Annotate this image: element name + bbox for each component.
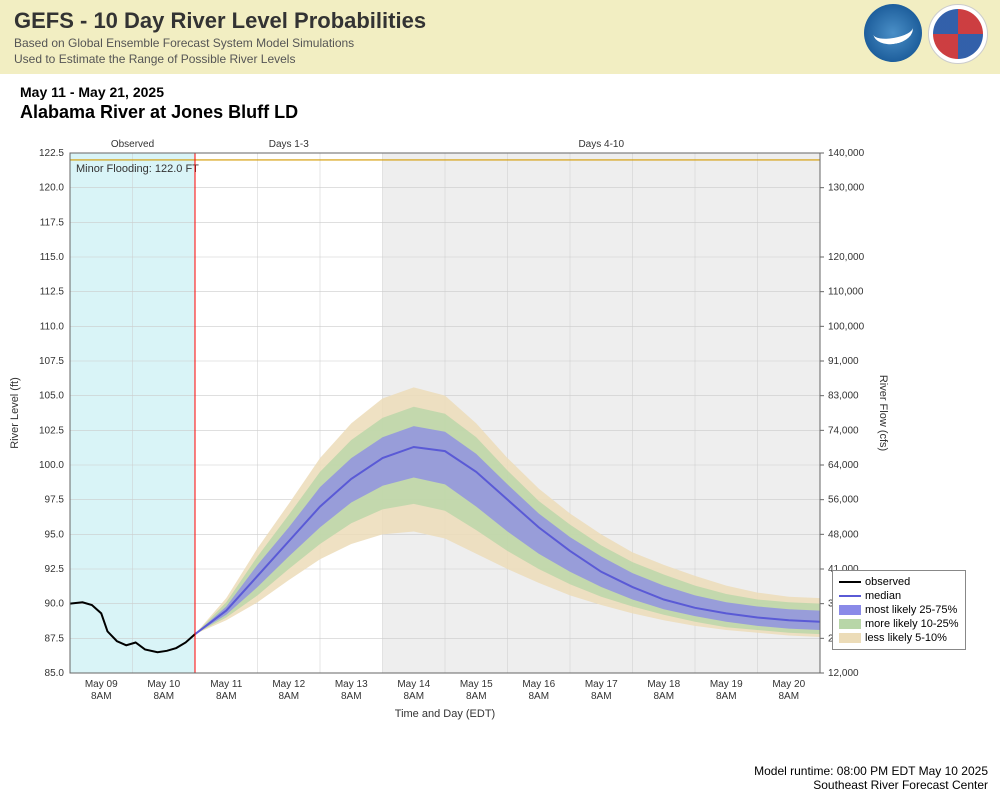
legend-swatch-icon [839,605,861,615]
header-sub2: Used to Estimate the Range of Possible R… [14,52,986,66]
svg-text:Observed: Observed [111,139,154,150]
svg-text:8AM: 8AM [278,691,299,702]
svg-text:117.5: 117.5 [40,217,65,228]
station-name: Alabama River at Jones Bluff LD [20,102,1000,123]
svg-text:8AM: 8AM [528,691,549,702]
forecast-center: Southeast River Forecast Center [754,778,988,792]
svg-text:8AM: 8AM [591,691,612,702]
svg-text:110.0: 110.0 [40,321,65,332]
svg-text:120,000: 120,000 [828,252,865,263]
svg-text:48,000: 48,000 [828,529,859,540]
svg-text:May 12: May 12 [272,679,305,690]
svg-text:8AM: 8AM [341,691,362,702]
svg-text:130,000: 130,000 [828,183,865,194]
svg-text:100,000: 100,000 [828,321,865,332]
svg-text:115.0: 115.0 [40,252,65,263]
svg-text:8AM: 8AM [653,691,674,702]
svg-text:Days 1-3: Days 1-3 [269,139,309,150]
legend-label: observed [865,575,910,589]
legend-swatch-icon [839,633,861,643]
nws-logo-icon [928,4,988,64]
legend-item-median: median [839,589,959,603]
svg-text:Days 4-10: Days 4-10 [578,139,624,150]
svg-text:May 18: May 18 [647,679,680,690]
svg-text:91,000: 91,000 [828,356,859,367]
svg-text:River Level (ft): River Level (ft) [9,377,21,449]
svg-text:140,000: 140,000 [828,148,865,159]
svg-text:May 11: May 11 [210,679,242,690]
logos [864,4,988,64]
date-range: May 11 - May 21, 2025 [20,84,1000,100]
svg-text:95.0: 95.0 [45,529,65,540]
svg-text:Time and Day (EDT): Time and Day (EDT) [395,708,495,720]
svg-text:8AM: 8AM [778,691,799,702]
svg-text:107.5: 107.5 [39,356,64,367]
header-band: GEFS - 10 Day River Level Probabilities … [0,0,1000,74]
svg-text:110,000: 110,000 [828,287,864,298]
svg-text:100.0: 100.0 [39,460,64,471]
svg-text:May 16: May 16 [522,679,555,690]
svg-text:May 15: May 15 [460,679,493,690]
legend-swatch-icon [839,595,861,597]
legend-label: less likely 5-10% [865,631,947,645]
legend-item-observed: observed [839,575,959,589]
legend-label: more likely 10-25% [865,617,959,631]
svg-text:May 10: May 10 [147,679,180,690]
legend-box: observedmedianmost likely 25-75%more lik… [832,570,966,650]
svg-text:May 20: May 20 [772,679,805,690]
svg-text:64,000: 64,000 [828,460,859,471]
svg-text:85.0: 85.0 [45,668,65,679]
svg-text:May 19: May 19 [710,679,743,690]
svg-text:Minor Flooding: 122.0 FT: Minor Flooding: 122.0 FT [76,163,199,175]
svg-text:8AM: 8AM [216,691,237,702]
header-title: GEFS - 10 Day River Level Probabilities [14,8,986,34]
footer: Model runtime: 08:00 PM EDT May 10 2025 … [754,764,988,792]
svg-text:90.0: 90.0 [45,599,65,610]
legend-swatch-icon [839,581,861,583]
svg-text:8AM: 8AM [403,691,424,702]
svg-text:May 09: May 09 [85,679,118,690]
svg-text:105.0: 105.0 [39,391,64,402]
svg-text:83,000: 83,000 [828,391,859,402]
svg-text:56,000: 56,000 [828,495,859,506]
svg-text:May 17: May 17 [585,679,618,690]
svg-text:8AM: 8AM [153,691,174,702]
legend-label: median [865,589,901,603]
svg-text:12,000: 12,000 [828,668,859,679]
header-sub1: Based on Global Ensemble Forecast System… [14,36,986,50]
model-runtime: Model runtime: 08:00 PM EDT May 10 2025 [754,764,988,778]
svg-text:May 14: May 14 [397,679,430,690]
noaa-logo-icon [864,4,922,62]
legend-swatch-icon [839,619,861,629]
svg-text:87.5: 87.5 [45,633,65,644]
svg-text:74,000: 74,000 [828,425,859,436]
legend-item-b25: most likely 25-75% [839,603,959,617]
svg-text:May 13: May 13 [335,679,368,690]
svg-text:8AM: 8AM [466,691,487,702]
svg-text:River Flow (cfs): River Flow (cfs) [877,375,889,451]
legend-item-b5: less likely 5-10% [839,631,959,645]
svg-text:8AM: 8AM [91,691,112,702]
legend-item-b10: more likely 10-25% [839,617,959,631]
svg-text:102.5: 102.5 [39,425,64,436]
svg-text:112.5: 112.5 [40,287,65,298]
svg-text:120.0: 120.0 [39,183,64,194]
legend-label: most likely 25-75% [865,603,957,617]
svg-text:8AM: 8AM [716,691,737,702]
svg-text:97.5: 97.5 [45,495,65,506]
svg-text:122.5: 122.5 [39,148,64,159]
svg-text:92.5: 92.5 [45,564,65,575]
